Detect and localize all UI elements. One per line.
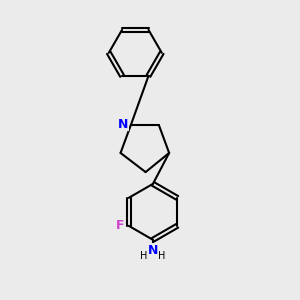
Text: N: N <box>118 118 129 131</box>
Text: H: H <box>158 251 166 261</box>
Text: N: N <box>148 244 158 256</box>
Text: H: H <box>140 251 148 261</box>
Text: F: F <box>116 219 124 232</box>
